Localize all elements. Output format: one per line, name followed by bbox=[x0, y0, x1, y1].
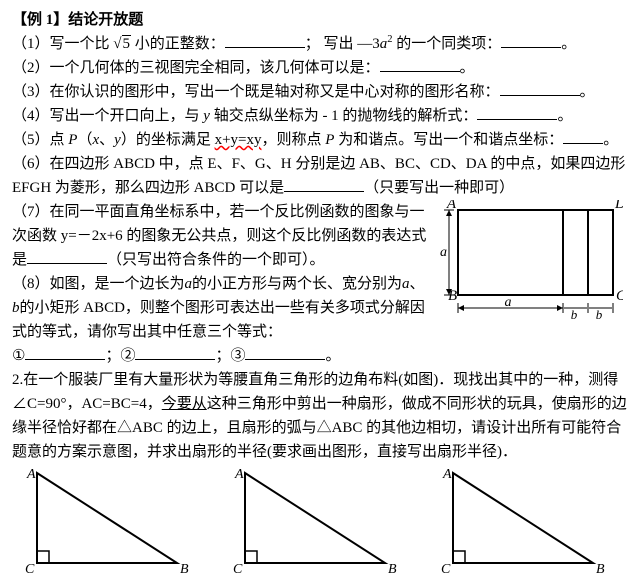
q7: （7）在同一平面直角坐标系中，若一个反比例函数的图象与一次函数 y=－2x+6 … bbox=[12, 200, 432, 272]
q1-text-b: 小的正整数： bbox=[131, 36, 225, 52]
triangle-2: A C B bbox=[230, 468, 410, 578]
blank-5 bbox=[563, 128, 603, 144]
q8-a: （8）如图，是一个边长为 bbox=[12, 276, 185, 292]
t3-A: A bbox=[442, 468, 452, 482]
q5-text-a: （5）点 bbox=[12, 132, 68, 148]
q5: （5）点 P（x、y）的坐标满足 x+y=xy，则称点 P 为和谐点。写出一个和… bbox=[12, 128, 628, 152]
example-title: 【例 1】结论开放题 bbox=[12, 8, 628, 32]
label-D: D bbox=[614, 200, 623, 212]
q6: （6）在四边形 ABCD 中，点 E、F、G、H 分别是边 AB、BC、CD、D… bbox=[12, 152, 628, 200]
blank-1b bbox=[501, 32, 561, 48]
blank-8c bbox=[245, 344, 325, 360]
q5-g: 。 bbox=[603, 132, 618, 148]
label-a-bottom: a bbox=[505, 295, 512, 310]
q7-text-b: （只写出符合条件的一个即可）。 bbox=[107, 252, 325, 268]
q8-1: ① bbox=[12, 348, 25, 364]
q5-y: y bbox=[114, 132, 121, 148]
triangle-3: A C B bbox=[438, 468, 618, 578]
q7-q8-row: （7）在同一平面直角坐标系中，若一个反比例函数的图象与一次函数 y=－2x+6 … bbox=[12, 200, 628, 344]
q8-var-b: b bbox=[12, 300, 20, 316]
q8-e: 。 bbox=[325, 348, 340, 364]
blank-8b bbox=[135, 344, 215, 360]
q8-var-a1: a bbox=[185, 276, 193, 292]
blank-1a bbox=[225, 32, 305, 48]
blank-7 bbox=[27, 248, 107, 264]
q1-text-d: 的一个同类项： bbox=[393, 36, 502, 52]
t1-C: C bbox=[25, 562, 35, 577]
label-b1: b bbox=[571, 307, 578, 320]
q5-c: 、 bbox=[99, 132, 114, 148]
t2-C: C bbox=[233, 562, 243, 577]
label-b2: b bbox=[596, 307, 603, 320]
q3-text-a: （3）在你认识的图形中，写出一个既是轴对称又是中心对称的图形名称： bbox=[12, 84, 500, 100]
triangle-row: A C B A C B A C B bbox=[12, 468, 628, 578]
q8-c: 、 bbox=[410, 276, 425, 292]
q2-text-b: 。 bbox=[460, 60, 475, 76]
q5-f: 为和谐点。写出一个和谐点坐标： bbox=[334, 132, 563, 148]
q8-b: 的小正方形与两个长、宽分别为 bbox=[192, 276, 402, 292]
label-C: C bbox=[616, 288, 623, 304]
q4-text-a: （4）写出一个开口向上，与 bbox=[12, 108, 203, 124]
q5-b: （ bbox=[77, 132, 92, 148]
blank-2 bbox=[380, 56, 460, 72]
q1: （1）写一个比 5 小的正整数：； 写出 —3a2 的一个同类项：。 bbox=[12, 32, 628, 56]
q1-text-c: ； 写出 —3 bbox=[305, 36, 380, 52]
blank-3 bbox=[500, 80, 580, 96]
q4-text-b: 轴交点纵坐标为 - 1 的抛物线的解析式： bbox=[210, 108, 478, 124]
q8-2: ；② bbox=[105, 348, 135, 364]
t2-A: A bbox=[234, 468, 244, 482]
q8-d: 的小矩形 ABCD，则整个图形可表达出一些有关多项式分解因式的等式，请你写出其中… bbox=[12, 300, 425, 340]
q8-3: ；③ bbox=[215, 348, 245, 364]
rectangle-figure: A D B C a b b a bbox=[432, 200, 628, 344]
triangle-1: A C B bbox=[22, 468, 202, 578]
q4-y: y bbox=[203, 108, 210, 124]
q2-text-a: （2）一个几何体的三视图完全相同，该几何体可以是： bbox=[12, 60, 380, 76]
q3: （3）在你认识的图形中，写出一个既是轴对称又是中心对称的图形名称： 。 bbox=[12, 80, 628, 104]
blank-8a bbox=[25, 344, 105, 360]
t3-C: C bbox=[441, 562, 451, 577]
q1-text-e: 。 bbox=[561, 36, 576, 52]
q9-underline: 今要从 bbox=[162, 396, 207, 412]
q4: （4）写出一个开口向上，与 y 轴交点纵坐标为 - 1 的抛物线的解析式： 。 bbox=[12, 104, 628, 128]
q9: 2.在一个服装厂里有大量形状为等腰直角三角形的边角布料(如图)．现找出其中的一种… bbox=[12, 368, 628, 464]
t3-B: B bbox=[596, 562, 605, 577]
q5-d: ）的坐标满足 bbox=[121, 132, 215, 148]
blank-4 bbox=[477, 104, 557, 120]
q5-eq: x+y=xy bbox=[215, 132, 262, 148]
q1-text-a: （1）写一个比 bbox=[12, 36, 113, 52]
q8-var-a2: a bbox=[402, 276, 410, 292]
label-a-left: a bbox=[440, 245, 447, 260]
q8-blanks: ① ；② ；③ 。 bbox=[12, 344, 628, 368]
t1-A: A bbox=[26, 468, 36, 482]
q6-text-b: （只要写出一种即可） bbox=[364, 180, 514, 196]
q1-radicand: 5 bbox=[122, 35, 132, 52]
q2: （2）一个几何体的三视图完全相同，该几何体可以是： 。 bbox=[12, 56, 628, 80]
q3-text-b: 。 bbox=[580, 84, 595, 100]
blank-6 bbox=[284, 176, 364, 192]
t1-B: B bbox=[180, 562, 189, 577]
q4-text-c: 。 bbox=[557, 108, 572, 124]
sqrt-icon: 5 bbox=[113, 32, 131, 56]
q8: （8）如图，是一个边长为a的小正方形与两个长、宽分别为a、b的小矩形 ABCD，… bbox=[12, 272, 432, 344]
t2-B: B bbox=[388, 562, 397, 577]
q5-e: ，则称点 bbox=[262, 132, 326, 148]
